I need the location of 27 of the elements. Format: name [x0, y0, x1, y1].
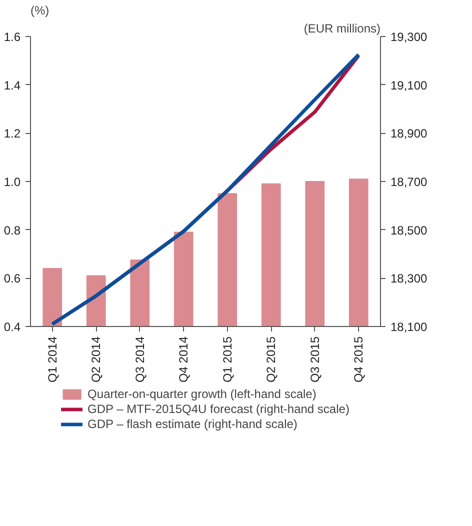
y-tick-label: 0.6 — [4, 272, 21, 286]
x-tick-label: Q2 2014 — [89, 336, 104, 383]
y2-tick-label: 19,100 — [390, 78, 428, 92]
x-tick-label: Q1 2014 — [45, 336, 60, 383]
y-tick-label: 0.4 — [4, 320, 21, 334]
y2-tick-label: 19,300 — [390, 30, 428, 44]
y-tick-label: 1.6 — [4, 30, 21, 44]
x-tick-label: Q2 2015 — [264, 336, 278, 383]
x-tick-label: Q4 2015 — [352, 336, 366, 383]
x-tick-label: Q1 2015 — [220, 336, 234, 383]
y-tick-label: 0.8 — [4, 223, 21, 238]
y2-tick-label: 18,300 — [390, 272, 428, 286]
y2-tick-label: 18,700 — [390, 175, 428, 189]
legend-label: Quarter-on-quarter growth (left-hand scale) — [88, 387, 316, 401]
x-tick-label: Q4 2014 — [176, 336, 191, 383]
y2-axis-title: (EUR millions) — [304, 22, 381, 36]
y-axis-title: (%) — [30, 4, 50, 18]
y2-tick-label: 18,100 — [390, 320, 428, 334]
y-tick-label: 1.0 — [4, 175, 21, 189]
y2-tick-label: 18,500 — [390, 223, 428, 238]
x-tick-label: Q3 2014 — [132, 336, 147, 383]
y-tick-label: 1.2 — [4, 126, 21, 141]
y2-tick-label: 18,900 — [390, 126, 428, 141]
x-tick-label: Q3 2015 — [308, 336, 322, 383]
legend-label: GDP – MTF-2015Q4U forecast (right-hand scale) — [88, 402, 350, 416]
legend-label: GDP – flash estimate (right-hand scale) — [88, 417, 298, 431]
y-tick-label: 1.4 — [4, 78, 21, 92]
